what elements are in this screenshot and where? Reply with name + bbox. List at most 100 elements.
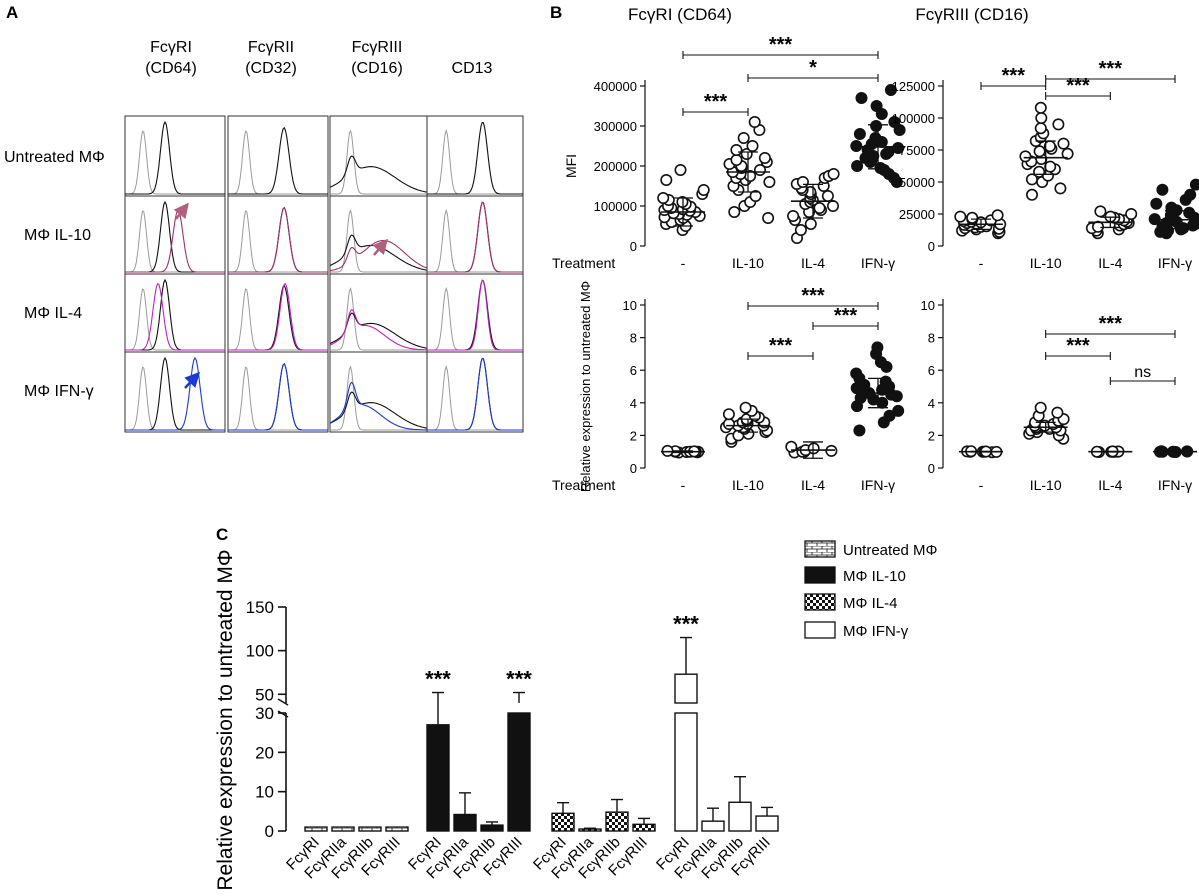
- histogram-frame: [124, 115, 226, 197]
- bar: [426, 724, 450, 832]
- bar: [331, 826, 355, 832]
- data-point: [787, 210, 800, 223]
- data-point: [794, 224, 807, 237]
- data-point: [739, 401, 752, 414]
- x-tick-label: IL-4: [801, 477, 825, 493]
- y-tick-label: 20: [255, 743, 274, 762]
- significance-label: ***: [1066, 75, 1090, 97]
- y-tick-label: 0: [928, 461, 935, 476]
- significance-label: ***: [801, 285, 825, 307]
- histogram-frame: [124, 273, 226, 353]
- data-point: [991, 209, 1004, 222]
- histogram-frame: [426, 351, 524, 433]
- y-tick-label: 8: [630, 331, 637, 346]
- histogram-frame: [227, 195, 329, 275]
- bar-rect: [755, 815, 779, 832]
- data-point: [660, 174, 673, 187]
- bar-rect: [304, 826, 328, 832]
- histogram-cell: [329, 115, 428, 197]
- y-tick-label: 400000: [594, 79, 637, 94]
- data-point: [1019, 150, 1032, 163]
- bar: [701, 820, 725, 832]
- y-tick-label: 100000: [594, 199, 637, 214]
- legend-swatch: [804, 566, 836, 584]
- data-point: [821, 190, 834, 203]
- untreated-curve: [329, 155, 428, 193]
- x-tick-label: IL-4: [1098, 477, 1122, 493]
- data-point: [827, 168, 840, 181]
- bar-rect: [728, 801, 752, 832]
- data-point: [826, 200, 839, 213]
- treated-curve: [427, 201, 523, 273]
- significance-label: ***: [1002, 65, 1026, 87]
- data-point: [869, 132, 882, 145]
- x-tick-label: -: [681, 255, 686, 271]
- treated-curve: [427, 279, 523, 351]
- significance-label: ns: [1134, 364, 1151, 381]
- bar-lower-segment: [507, 712, 531, 832]
- histogram-cell: [426, 273, 524, 353]
- bar-upper-segment: [674, 673, 698, 704]
- data-point: [1125, 208, 1138, 221]
- treated-curve: [228, 283, 328, 351]
- significance-label: *: [809, 57, 817, 79]
- significance-label: ***: [769, 335, 793, 357]
- data-point: [674, 164, 687, 177]
- data-point: [1052, 118, 1065, 131]
- data-point: [763, 176, 776, 189]
- data-point: [1061, 147, 1074, 160]
- data-point: [1051, 406, 1064, 419]
- histogram-frame: [227, 115, 329, 197]
- histogram-frame: [227, 273, 329, 353]
- bar: [551, 812, 575, 832]
- y-axis-label: Relative expression to untreated MΦ: [578, 281, 593, 492]
- histogram-cell: [329, 273, 428, 353]
- y-tick-label: 300000: [594, 119, 637, 134]
- col-header-line1: CD13: [452, 60, 493, 77]
- data-point: [892, 404, 905, 417]
- legend-item: Untreated MΦ: [804, 540, 938, 559]
- arrow-il10-cd16-icon: [372, 238, 388, 256]
- data-point: [1054, 182, 1067, 195]
- bar: [304, 826, 328, 832]
- col-header-cd64: FcγRI (CD64): [145, 39, 197, 77]
- data-point: [1150, 197, 1163, 210]
- significance-label: ***: [1099, 313, 1123, 335]
- data-point: [966, 211, 979, 224]
- untreated-curve: [228, 126, 328, 195]
- x-tick-label: -: [681, 477, 686, 493]
- col-header-line2: (CD64): [145, 60, 197, 77]
- data-point: [762, 212, 775, 225]
- histogram-cell: [227, 273, 329, 353]
- y-axis-label: Relative expression to untreated MΦ: [214, 549, 237, 890]
- y-tick-label: 8: [928, 331, 935, 346]
- bar-rect: [453, 813, 477, 832]
- isotype-curve: [330, 209, 427, 273]
- treated-curve: [427, 357, 523, 431]
- data-point: [1156, 183, 1169, 196]
- histogram-cell: [329, 195, 428, 275]
- data-point: [870, 120, 883, 133]
- treated-curve: [329, 381, 427, 431]
- y-tick-label: 10: [623, 298, 637, 313]
- axis-break-mark: [277, 710, 289, 718]
- bar-rect: [578, 828, 602, 832]
- legend-item: MΦ IL-4: [804, 593, 897, 612]
- histogram-cell: [124, 115, 226, 197]
- row-label-il4: MΦ IL-4: [24, 305, 82, 322]
- treated-curve: [125, 356, 225, 431]
- data-point: [851, 160, 864, 173]
- data-point: [1034, 401, 1047, 414]
- bar: [673, 673, 699, 832]
- histogram-cell: [124, 195, 226, 275]
- significance-label: ***: [834, 305, 858, 327]
- legend-label: MΦ IL-10: [843, 568, 906, 585]
- data-point: [722, 408, 735, 421]
- histogram-cell: [329, 351, 428, 433]
- data-point: [882, 146, 895, 159]
- treated-curve: [228, 206, 328, 273]
- legend-item: MΦ IL-10: [804, 566, 906, 585]
- histogram-cell: [426, 195, 524, 275]
- bar-rect: [701, 820, 725, 832]
- chart-title-cd64: FcγRI (CD64): [628, 5, 732, 24]
